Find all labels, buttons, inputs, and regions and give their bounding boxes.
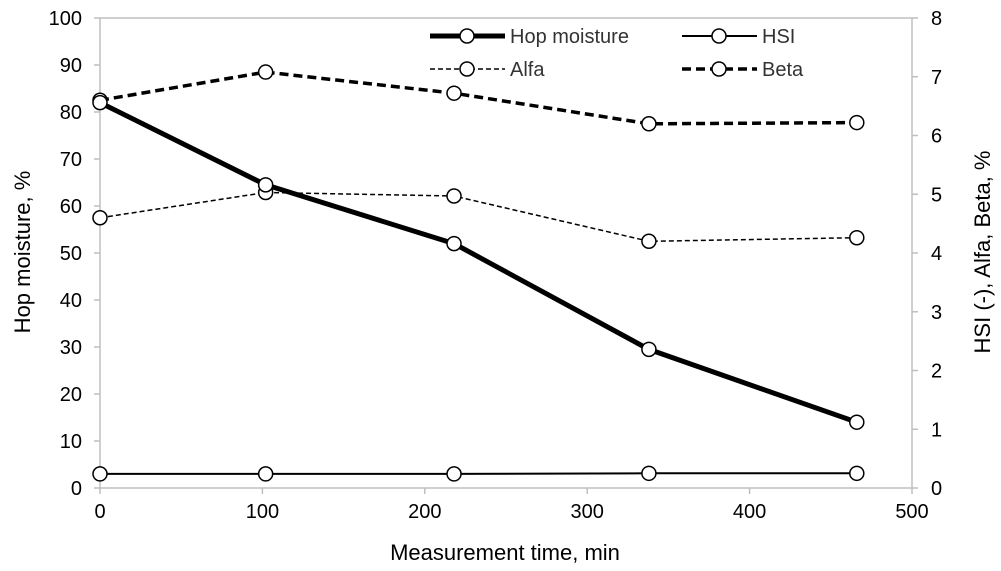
tick-labels: 0 100 200 300 400 500010203040506070809010001… (49, 8, 943, 523)
hop-moisture-point (641, 341, 657, 358)
hsi-point (849, 465, 865, 482)
y-tick-label: 50 (60, 243, 82, 265)
hsi-point (641, 465, 657, 482)
y-tick-label: 90 (60, 55, 82, 77)
legend-item-alfa: Alfa (430, 59, 545, 81)
legend-item-hop-moisture: Hop moisture (430, 26, 629, 48)
beta-line (99, 70, 857, 126)
x-tick-label: 400 (733, 501, 766, 523)
plot-area-border (99, 17, 913, 489)
axes (94, 17, 918, 494)
alfa-point (92, 210, 108, 226)
beta-point (641, 116, 657, 132)
y2-tick-label: 0 (931, 478, 942, 500)
x-tick-label: 200 (408, 501, 441, 523)
series-beta (92, 64, 865, 132)
y-tick-label: 10 (60, 431, 82, 453)
hsi-point (92, 466, 108, 482)
hop-moisture-point (92, 94, 108, 111)
y2-tick-label: 4 (931, 243, 942, 265)
y-tick-label: 0 (71, 478, 82, 500)
y-tick-label: 100 (49, 8, 82, 30)
legend-marker (459, 61, 475, 77)
x-tick-label: 500 (895, 501, 928, 523)
y-tick-label: 40 (60, 290, 82, 312)
y2-tick-label: 5 (931, 184, 942, 206)
x-tick-label: 100 (246, 501, 279, 523)
beta-point (257, 64, 274, 80)
series-hsi (92, 465, 865, 482)
series-lines (92, 64, 865, 482)
hsi-point (446, 466, 462, 482)
x-tick-label: 0 (94, 501, 105, 523)
y2-tick-label: 8 (931, 8, 942, 30)
legend-label: Alfa (510, 59, 545, 81)
y-tick-label: 20 (60, 384, 82, 406)
x-axis-title: Measurement time, min (390, 540, 620, 565)
alfa-point (641, 233, 657, 249)
y2-tick-label: 1 (931, 419, 942, 441)
legend-item-beta: Beta (682, 59, 804, 81)
alfa-line (99, 191, 857, 243)
x-tick-label: 300 (571, 501, 604, 523)
legend-item-hsi: HSI (682, 26, 795, 48)
y-tick-label: 30 (60, 337, 82, 359)
y-tick-label: 70 (60, 149, 82, 171)
hop-moisture-point (849, 414, 865, 430)
legend: Hop moisture HSI Alfa Beta (430, 26, 804, 81)
legend-label: Beta (762, 59, 804, 81)
y-tick-label: 60 (60, 196, 82, 218)
beta-point (849, 114, 865, 131)
y2-tick-label: 3 (931, 302, 942, 324)
hop-moisture-point (257, 177, 274, 193)
alfa-point (446, 188, 462, 204)
hop-moisture-line (98, 100, 858, 425)
hop-moisture-point (446, 235, 462, 252)
legend-marker (459, 28, 475, 44)
y2-tick-label: 2 (931, 361, 942, 383)
y-tick-label: 80 (60, 102, 82, 124)
hsi-point (257, 466, 274, 482)
y2-tick-label: 6 (931, 126, 942, 148)
hsi-line (100, 472, 857, 475)
series-hop-moisture (92, 94, 865, 430)
beta-point (446, 85, 462, 101)
legend-label: HSI (762, 26, 795, 48)
legend-marker (711, 28, 727, 44)
legend-label: Hop moisture (510, 26, 629, 48)
legend-marker (711, 61, 727, 77)
alfa-point (849, 229, 865, 246)
y2-tick-label: 7 (931, 67, 942, 89)
series-alfa (92, 184, 865, 249)
y2-axis-title: HSI (-), Alfa, Beta, % (970, 151, 995, 354)
y-axis-title: Hop moisture, % (10, 171, 35, 334)
